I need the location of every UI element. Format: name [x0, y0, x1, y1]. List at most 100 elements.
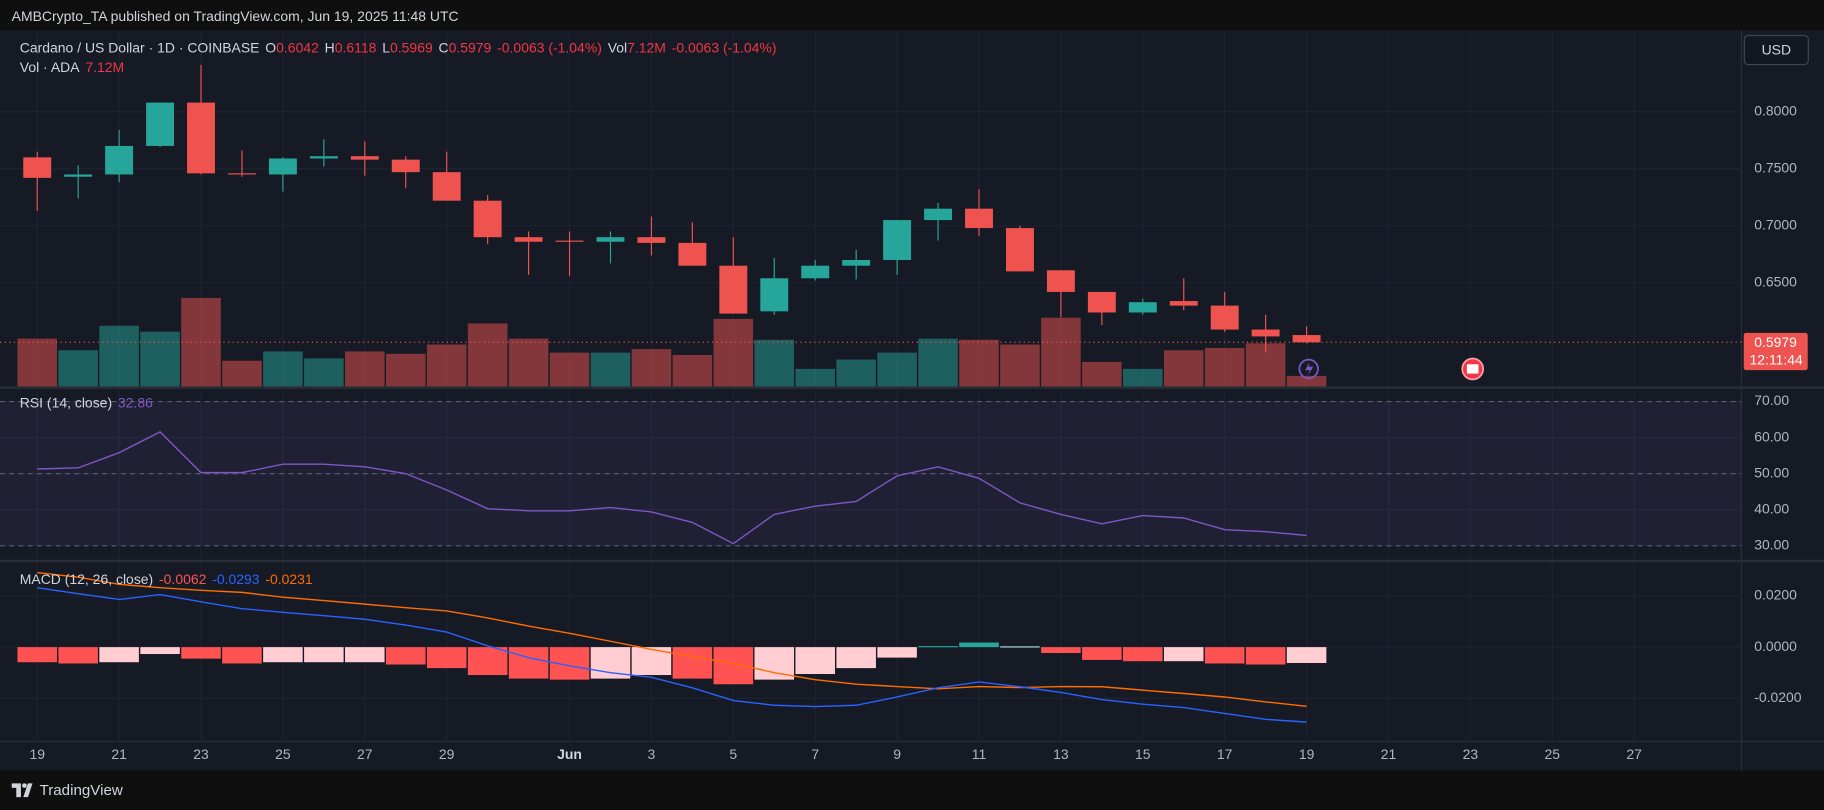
candle-body	[555, 240, 584, 242]
event-icon[interactable]	[1298, 358, 1319, 380]
x-tick-label: 21	[1381, 746, 1397, 762]
candle-body	[309, 156, 338, 159]
histogram-bar	[508, 647, 549, 679]
histogram-bar	[345, 647, 385, 663]
rsi-value: 32.86	[117, 394, 153, 411]
ohlc-value: 0.6118	[334, 39, 377, 56]
volume-label: Vol	[607, 39, 628, 56]
event-icon-bolt	[1305, 361, 1314, 376]
change: -0.0063 (-1.04%)	[497, 39, 602, 56]
volume-bar	[17, 338, 58, 387]
x-tick-label: 19	[1299, 746, 1315, 762]
macd-value: -0.0293	[212, 571, 260, 588]
candle-body	[23, 157, 52, 178]
histogram-bar	[385, 647, 426, 665]
volume-bar	[836, 359, 876, 387]
candle-body	[187, 102, 215, 174]
candle-body	[514, 237, 543, 242]
volume-bar	[918, 338, 958, 387]
histogram-bar	[17, 647, 58, 663]
histogram-bar	[672, 647, 713, 679]
ohlc-value: 0.5969	[390, 39, 433, 56]
histogram-bar	[1082, 647, 1122, 660]
x-tick-label: 25	[275, 746, 291, 762]
last-price-box	[1743, 332, 1808, 371]
volume-bar	[345, 351, 385, 387]
histogram-bar	[99, 647, 139, 663]
volume-bar	[1204, 347, 1245, 387]
volume-bar	[467, 323, 508, 387]
ohlc-value: 0.6042	[276, 39, 319, 56]
candle-body	[473, 200, 502, 238]
histogram-bar	[140, 647, 180, 655]
candle-body	[432, 172, 461, 201]
rsi-legend: RSI (14, close) 32.86	[20, 395, 153, 411]
volume-value: 7.12M	[627, 39, 666, 56]
volume-bar	[959, 339, 999, 387]
volume-bar	[140, 331, 180, 387]
candle-body	[146, 102, 175, 146]
x-tick-label: 23	[193, 746, 209, 762]
ohlc-label: H	[324, 39, 335, 56]
flag-icon	[1466, 364, 1479, 374]
candle-body	[596, 237, 625, 242]
candle-body	[1292, 335, 1321, 343]
marks	[0, 64, 1742, 723]
candle-body	[1087, 291, 1116, 313]
histogram-bar	[467, 647, 508, 676]
ohlc-label: O	[265, 39, 277, 56]
histogram-bar	[1163, 647, 1204, 662]
candle-body	[391, 159, 420, 173]
y-tick-label: -0.0200	[1754, 689, 1802, 705]
x-tick-label: 7	[811, 746, 819, 762]
y-tick-label: 0.0200	[1754, 587, 1797, 603]
y-tick-label: 30.00	[1754, 537, 1789, 553]
volume-bar	[631, 349, 672, 387]
volume-title: Vol · ADA	[19, 59, 80, 76]
x-tick-label: Jun	[557, 746, 582, 762]
main-legend: Cardano / US Dollar · 1D · COINBASE O0.6…	[20, 40, 777, 56]
histogram-bar	[1245, 647, 1286, 665]
candle-body	[268, 158, 297, 175]
currency-button[interactable]: USD	[1743, 34, 1809, 66]
candle-body	[105, 145, 134, 175]
histogram-bar	[58, 647, 98, 664]
histogram-bar	[836, 647, 876, 669]
x-tick-label: 19	[29, 746, 45, 762]
histogram-bar	[222, 647, 262, 664]
x-tick-label: 25	[1545, 746, 1561, 762]
volume-bar	[1082, 361, 1122, 387]
ohlc-item: L0.5969	[382, 40, 432, 56]
candle-body	[1046, 270, 1075, 292]
candle-body	[965, 208, 993, 229]
volume-bar	[1000, 344, 1040, 387]
histogram-bar	[713, 647, 754, 685]
rsi-line	[37, 431, 1307, 545]
histogram-bar	[1286, 647, 1327, 663]
labels: 19 21 23 25 27 29 Jun 3 5 7 9 11 13 15 17 19 21 23 25 27 0.6…	[29, 102, 1808, 762]
candle-body	[760, 278, 789, 312]
histogram-bar	[1000, 646, 1040, 648]
x-tick-label: 27	[357, 746, 373, 762]
volume-bar	[385, 353, 426, 387]
volume-bar	[426, 344, 467, 387]
histogram-bar	[1041, 647, 1081, 654]
y-tick-label: 50.00	[1754, 464, 1789, 480]
volume-value: 7.12M	[85, 59, 125, 76]
volume-bar	[877, 352, 917, 387]
volume-bar	[304, 358, 344, 387]
footer-brand: TradingView	[39, 780, 123, 799]
candle-body	[1251, 329, 1280, 337]
last-price-label: 0.5979	[1754, 334, 1797, 350]
x-tick-label: 3	[648, 746, 656, 762]
candle-body	[801, 265, 830, 279]
y-tick-label: 0.8000	[1754, 102, 1797, 118]
candle-body	[678, 242, 707, 266]
candle-body	[1005, 228, 1034, 272]
histogram-bar	[181, 647, 221, 659]
volume-bar	[1286, 375, 1327, 387]
volume-bar	[754, 339, 795, 387]
signal-value: -0.0231	[265, 571, 313, 588]
